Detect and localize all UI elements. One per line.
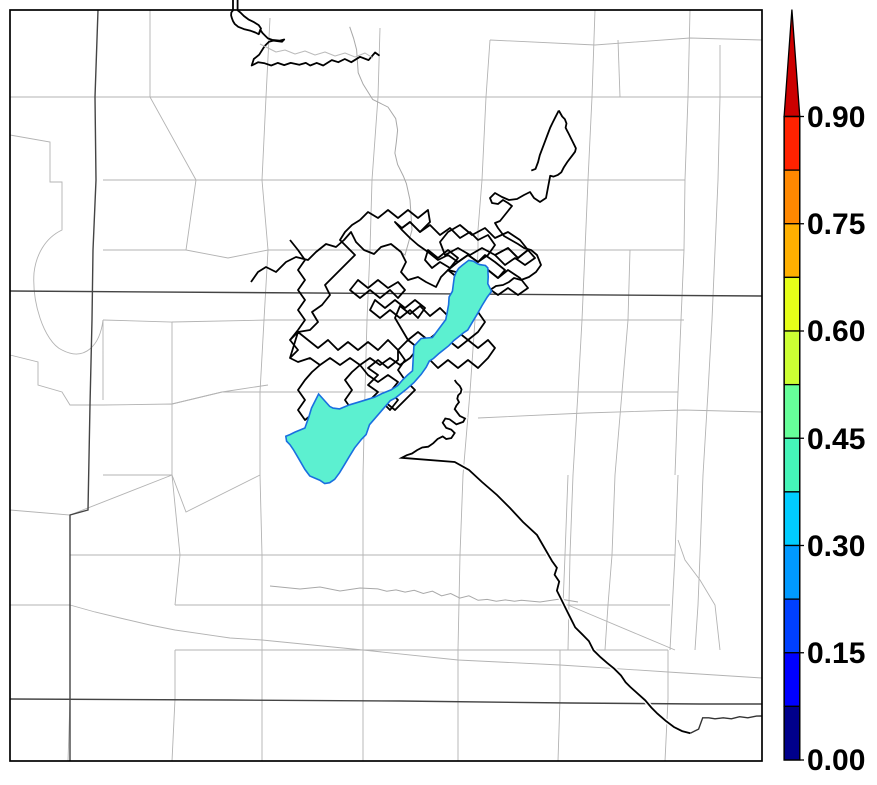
svg-text:0.45: 0.45 (807, 423, 865, 456)
svg-text:0.90: 0.90 (807, 101, 865, 134)
svg-text:0.15: 0.15 (807, 637, 865, 670)
svg-text:0.60: 0.60 (807, 315, 865, 348)
svg-text:0.00: 0.00 (807, 744, 865, 777)
svg-text:0.30: 0.30 (807, 530, 865, 563)
svg-text:0.75: 0.75 (807, 208, 865, 241)
